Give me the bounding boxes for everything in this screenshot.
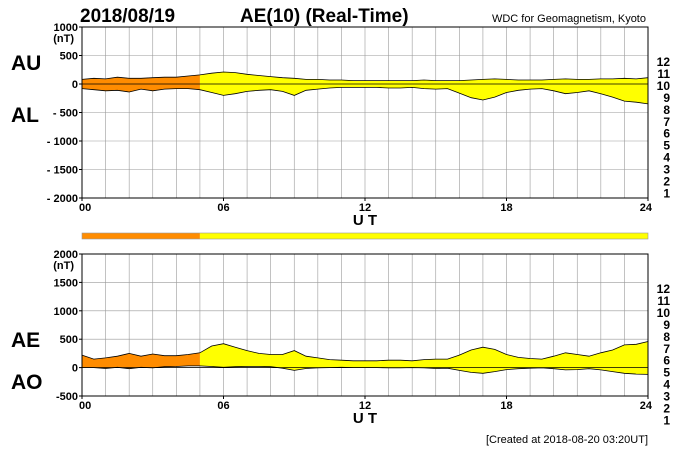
legend-level-6: 6 (663, 127, 670, 141)
y-tick-label: 0 (72, 79, 78, 91)
series-ae-line (81, 341, 649, 362)
unit-label: (nT) (53, 33, 74, 45)
y-tick-label: 1000 (54, 22, 78, 34)
chart-title: AE(10) (Real-Time) (240, 6, 409, 27)
band-frame (81, 232, 649, 240)
y-tick-label: 1500 (54, 277, 78, 289)
legend-level-9: 9 (663, 318, 670, 332)
legend-level-10: 10 (657, 79, 671, 93)
y-tick-label: 500 (60, 51, 78, 63)
y-tick-label: -500 (56, 391, 78, 403)
legend-level-12: 12 (657, 55, 671, 69)
x-tick-label: 00 (79, 400, 91, 412)
legend-level-11: 11 (657, 294, 670, 308)
legend-level-3: 3 (663, 163, 670, 177)
series-al-line (81, 86, 649, 105)
legend-level-12: 12 (657, 282, 671, 296)
series-label-al: AL (11, 104, 39, 127)
legend-level-8: 8 (663, 330, 670, 344)
band-segment-level-9 (199, 233, 648, 239)
legend-level-6: 6 (663, 354, 670, 368)
legend-level-5: 5 (663, 139, 670, 153)
series-label-ae: AE (11, 329, 40, 352)
y-tick-label: - 2000 (47, 193, 78, 205)
legend-level-1: 1 (663, 413, 670, 427)
date-title: 2018/08/19 (80, 6, 175, 27)
legend-level-2: 2 (663, 402, 670, 416)
x-axis-label: U T (353, 212, 377, 229)
legend-level-8: 8 (663, 103, 670, 117)
legend-level-4: 4 (663, 378, 670, 392)
legend-level-1: 1 (663, 186, 670, 200)
x-tick-label: 24 (640, 202, 653, 214)
x-tick-label: 24 (640, 400, 653, 412)
y-tick-label: 1000 (54, 306, 78, 318)
y-tick-label: 2000 (54, 249, 78, 261)
x-tick-label: 06 (217, 400, 229, 412)
legend-level-3: 3 (663, 390, 670, 404)
band-segment-level-10 (82, 233, 200, 239)
legend-level-5: 5 (663, 366, 670, 380)
panel-au-al: 1000 500 0 - 500 - 1000 - 1500 - 2000 (nT) 00 06 1… (11, 22, 670, 229)
activity-color-band (81, 232, 649, 240)
x-axis-label: U T (353, 410, 377, 427)
x-tick-label: 18 (500, 202, 512, 214)
y-tick-label: 0 (72, 363, 78, 375)
unit-label: (nT) (53, 260, 74, 272)
x-tick-label: 12 (359, 400, 371, 412)
y-tick-label: - 1500 (47, 165, 78, 177)
y-tick-label: - 1000 (47, 136, 78, 148)
y-tick-label: 500 (60, 334, 78, 346)
legend-level-11: 11 (657, 67, 670, 81)
x-tick-label: 00 (79, 202, 91, 214)
series-label-au: AU (11, 52, 41, 75)
series-au-line (81, 71, 649, 81)
activity-fill-level-9 (199, 341, 648, 375)
legend-level-7: 7 (663, 115, 670, 129)
series-label-ao: AO (11, 371, 43, 394)
x-tick-label: 06 (217, 202, 229, 214)
legend-level-4: 4 (663, 151, 670, 165)
legend-level-7: 7 (663, 342, 670, 356)
x-tick-label: 12 (359, 202, 371, 214)
legend-level-9: 9 (663, 91, 670, 105)
legend-level-10: 10 (657, 306, 671, 320)
source-label: WDC for Geomagnetism, Kyoto (492, 13, 646, 25)
x-tick-label: 18 (500, 400, 512, 412)
y-tick-label: - 500 (53, 108, 78, 120)
created-timestamp: [Created at 2018-08-20 03:20UT] (486, 434, 648, 446)
legend-level-2: 2 (663, 175, 670, 189)
activity-fill-level-10 (82, 341, 200, 375)
